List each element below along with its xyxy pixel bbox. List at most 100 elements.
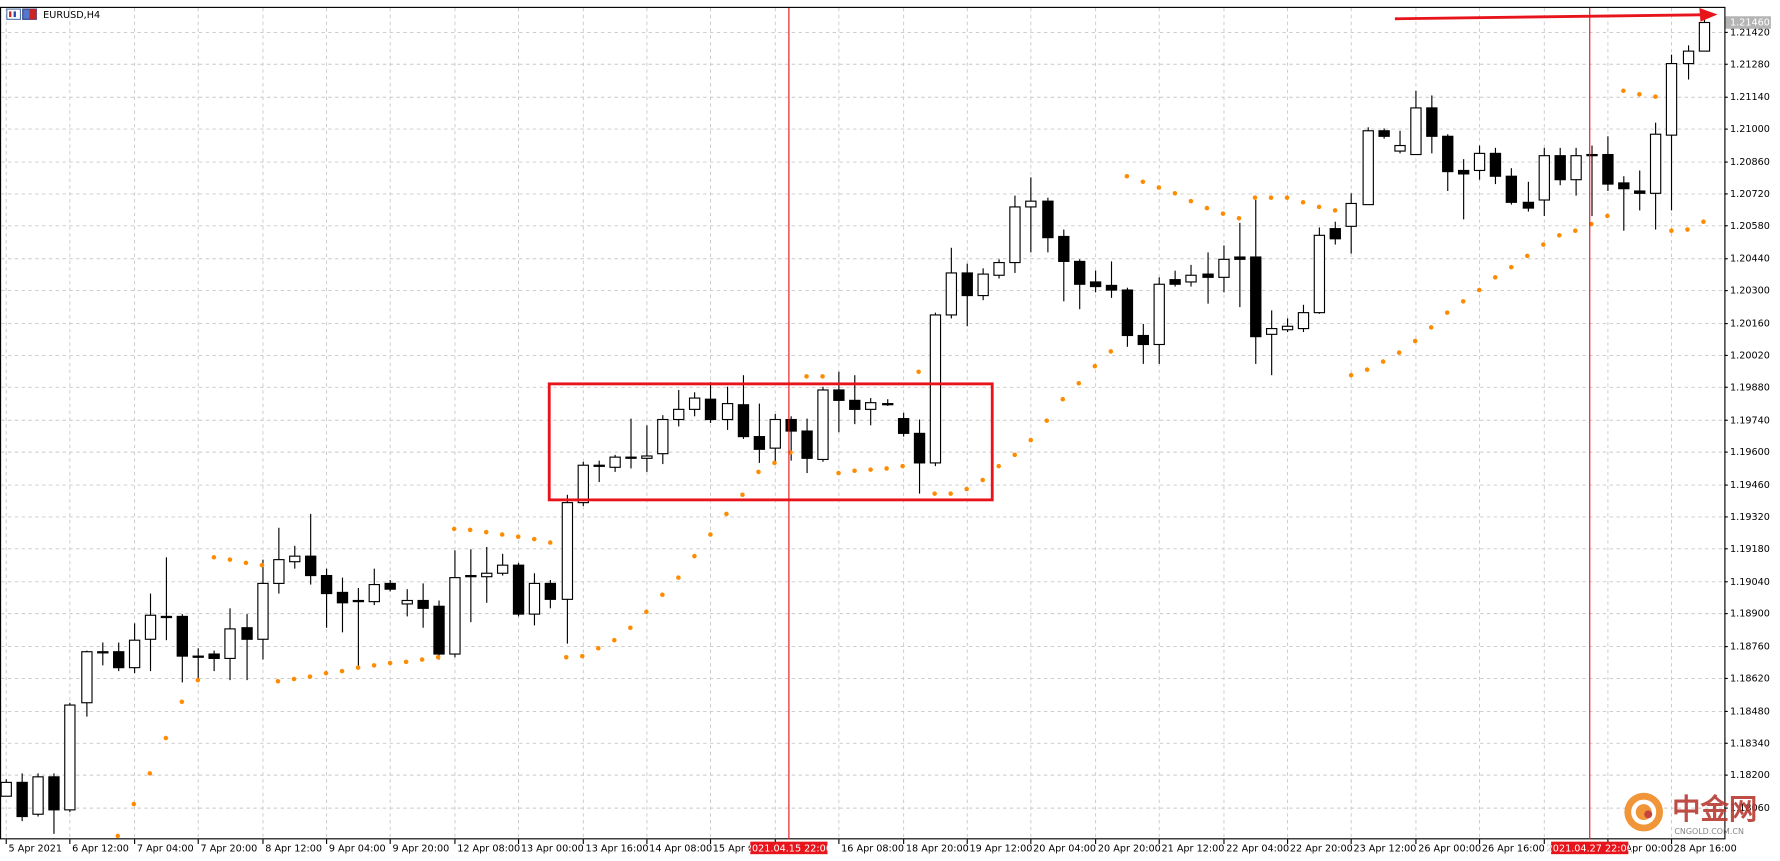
candle (97, 642, 109, 666)
candle (113, 642, 125, 672)
x-tick-label: 23 Apr 12:00 (1353, 843, 1416, 854)
candle-body-up (465, 574, 477, 578)
candle-body-up (993, 261, 1005, 276)
candle-body-up (1410, 107, 1422, 156)
sar-dot (1605, 213, 1610, 219)
sar-dot (1701, 219, 1706, 224)
sar-dot (1012, 452, 1017, 458)
candle-body-down (320, 574, 333, 595)
candle (1058, 229, 1070, 302)
y-tick-label: 1.21140 (1730, 92, 1770, 103)
x-tick-label: 18 Apr 20:00 (906, 843, 969, 854)
candle (1329, 221, 1341, 245)
candle-body-down (1121, 289, 1134, 337)
sar-dot (1492, 275, 1498, 280)
candle-body-down (849, 399, 861, 410)
candle (865, 398, 877, 426)
candle (961, 263, 973, 327)
watermark-logo-swirl (1631, 799, 1657, 825)
watermark-logo-dot (1644, 810, 1653, 819)
sar-dot (1653, 94, 1658, 99)
candle-body-up (561, 502, 574, 600)
candle-body-down (913, 432, 926, 464)
sar-dot (355, 665, 361, 670)
candle (1105, 261, 1118, 298)
candle (273, 527, 285, 594)
highlight-box (547, 382, 994, 502)
sar-dot (1476, 287, 1482, 293)
candle-body-up (593, 464, 605, 467)
y-tick-label: 1.18480 (1730, 706, 1770, 717)
candle-body-up (673, 408, 685, 421)
candle-body-down (304, 555, 317, 577)
sar-dot (195, 677, 201, 683)
y-tick-label: 1.19460 (1730, 480, 1770, 491)
candle (1538, 147, 1550, 216)
y-tick-label: 1.21280 (1730, 59, 1770, 70)
sar-dot (307, 674, 313, 679)
candle (81, 650, 93, 717)
candle-body-up (1570, 155, 1582, 181)
y-tick-label: 1.18340 (1730, 738, 1770, 749)
candle-body-up (721, 403, 734, 421)
candle (1297, 304, 1310, 333)
candle (1602, 136, 1614, 192)
candle-body-down (1058, 235, 1070, 262)
candle-body-up (1185, 274, 1197, 283)
candle-body-up (1649, 133, 1662, 194)
candle (721, 386, 734, 430)
sar-dot (1412, 338, 1418, 344)
candle-body-up (32, 776, 44, 815)
sar-dot (1460, 299, 1466, 304)
candle-body-up (273, 559, 285, 584)
candle (257, 559, 269, 660)
sar-dot (756, 469, 761, 475)
candle-body-up (1009, 206, 1021, 264)
candle-body-down (1089, 281, 1102, 288)
candle-body-down (625, 456, 637, 459)
candle (1345, 193, 1357, 254)
candle-body-down (1426, 107, 1438, 137)
sar-dot (339, 668, 345, 674)
candle-body-up (977, 273, 989, 297)
x-tick-label: 26 Apr 16:00 (1482, 843, 1545, 854)
candle (609, 454, 621, 472)
candle (977, 268, 989, 301)
sar-dot (644, 609, 649, 615)
candle-body-up (144, 614, 157, 640)
icon-bar (9, 11, 12, 18)
candle-body-down (1442, 135, 1454, 173)
candle (417, 583, 429, 628)
crosshair-label-box (750, 841, 828, 855)
y-tick-label: 1.18900 (1730, 609, 1770, 620)
candle-body-up (289, 555, 301, 563)
candle (1682, 45, 1695, 80)
x-tick-label: 9 Apr 04:00 (329, 843, 386, 854)
candle-body-down (384, 582, 396, 590)
candle-body-up (1265, 328, 1278, 335)
y-tick-label: 1.20580 (1730, 221, 1770, 232)
sar-dot (1204, 205, 1210, 211)
candle-body-up (688, 397, 701, 410)
sar-dot (996, 463, 1001, 469)
y-tick-label: 1.18060 (1730, 803, 1770, 814)
candle (625, 418, 637, 469)
x-tick-label: 22 Apr 20:00 (1290, 843, 1353, 854)
candle-body-down (1489, 152, 1502, 177)
candle (544, 579, 557, 609)
sar-dot (131, 801, 137, 807)
candle (1137, 323, 1149, 364)
x-tick-label: 13 Apr 16:00 (586, 843, 649, 854)
sar-dot (547, 540, 553, 545)
sar-dot (1124, 173, 1130, 179)
sar-dot (371, 663, 377, 668)
candle (512, 562, 525, 617)
sar-dot (1637, 92, 1642, 97)
x-tick-label: 14 Apr 08:00 (649, 843, 712, 854)
candle (241, 614, 253, 681)
candle-body-up (97, 651, 109, 654)
candle (1218, 245, 1230, 293)
sar-dot (1524, 253, 1530, 259)
sar-dot (1060, 396, 1066, 402)
